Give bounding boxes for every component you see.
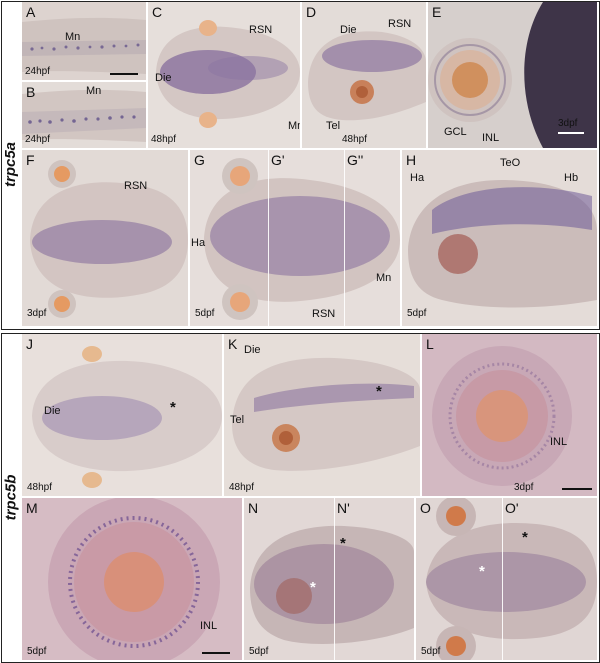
panel-l-stage: 3dpf: [514, 482, 534, 493]
panel-d-rsn-label: RSN: [388, 18, 412, 30]
panel-g-prime-letter: G': [271, 152, 285, 168]
panel-n-asterisk-white: *: [310, 579, 316, 596]
panel-b-stage: 24hpf: [25, 134, 51, 145]
panel-l-inl-label: INL: [550, 436, 568, 448]
panel-h-letter: H: [406, 152, 417, 168]
panel-m: M INL 5dpf: [22, 498, 242, 660]
panel-a: A Mn 24hpf: [22, 2, 146, 80]
panel-l-scale-bar: [562, 488, 592, 490]
panel-d-letter: D: [306, 4, 317, 20]
panel-d: D Die RSN Tel 48hpf: [302, 2, 426, 148]
panel-e-inl-label: INL: [482, 132, 500, 144]
panel-e-gcl-label: GCL: [444, 126, 467, 138]
trpc5a-gene-label: trpc5a: [2, 141, 20, 188]
panel-o-prime-letter: O': [505, 500, 519, 516]
panel-g-ha-label: Ha: [191, 237, 206, 249]
panel-c-rsn-label: RSN: [249, 24, 273, 36]
panel-j: J Die * 48hpf: [22, 334, 222, 496]
panel-h-ha-label: Ha: [410, 172, 425, 184]
panel-g-divider-2: [344, 150, 345, 326]
panel-d-die-label: Die: [340, 24, 357, 36]
panel-n-prime-letter: N': [337, 500, 350, 516]
panel-b-mn-label: Mn: [86, 85, 102, 97]
panel-f-rsn-label: RSN: [124, 180, 148, 192]
panel-l: L INL 3dpf: [422, 334, 597, 496]
panel-e-stage: 3dpf: [558, 118, 578, 129]
panel-f-letter: F: [26, 152, 35, 168]
panel-h-stage: 5dpf: [407, 308, 427, 319]
panel-j-asterisk: *: [170, 399, 176, 416]
panel-e-letter: E: [432, 4, 442, 20]
panel-d-stage: 48hpf: [342, 134, 368, 145]
panel-g-divider-1: [268, 150, 269, 326]
panel-a-stage: 24hpf: [25, 66, 51, 77]
panel-g-mn-label: Mn: [376, 272, 392, 284]
panel-e: E GCL INL 3dpf: [428, 2, 597, 148]
panel-o-stage: 5dpf: [421, 646, 441, 657]
panel-a-scale-bar: [110, 73, 138, 75]
panel-c-letter: C: [152, 4, 163, 20]
panel-k-die-label: Die: [244, 344, 261, 356]
panel-o: O O' * * 5dpf: [416, 498, 597, 660]
panel-m-letter: M: [26, 500, 38, 516]
panel-k-tel-label: Tel: [230, 414, 245, 426]
panel-h-hb-label: Hb: [564, 172, 579, 184]
panel-o-asterisk-white: *: [479, 563, 485, 580]
panel-k-asterisk: *: [376, 383, 382, 400]
trpc5a-row-label: trpc5a: [2, 1, 20, 328]
panel-n-divider: [334, 498, 335, 660]
panel-g: G G' G'' Ha RSN Mn 5dpf: [190, 150, 400, 326]
panel-g-letter: G: [194, 152, 205, 168]
panel-k-stage: 48hpf: [229, 482, 255, 493]
panel-n-prime-asterisk: *: [340, 535, 346, 552]
panel-l-letter: L: [426, 336, 434, 352]
panel-j-letter: J: [26, 336, 33, 352]
panel-h-teo-label: TeO: [500, 157, 521, 169]
panel-n-letter: N: [248, 500, 259, 516]
panel-b: B Mn 24hpf: [22, 82, 146, 148]
panel-a-mn-label: Mn: [65, 31, 81, 43]
panel-c: C RSN Die Mn 48hpf: [148, 2, 300, 148]
panel-j-stage: 48hpf: [27, 482, 53, 493]
panel-k-letter: K: [228, 336, 238, 352]
panel-h: H Ha TeO Hb 5dpf: [402, 150, 597, 326]
panel-f: F RSN 3dpf: [22, 150, 188, 326]
panel-m-inl-label: INL: [200, 620, 218, 632]
panel-c-stage: 48hpf: [151, 134, 177, 145]
panel-j-die-label: Die: [44, 405, 61, 417]
panel-g-double-prime-letter: G'': [347, 152, 364, 168]
panel-n-stage: 5dpf: [249, 646, 269, 657]
panel-n: N N' * * 5dpf: [244, 498, 414, 660]
panel-g-rsn-label: RSN: [312, 308, 336, 320]
panel-g-stage: 5dpf: [195, 308, 215, 319]
panel-k: K Die Tel * 48hpf: [224, 334, 420, 496]
panel-o-prime-asterisk: *: [522, 529, 528, 546]
panel-a-letter: A: [26, 4, 36, 20]
panel-f-stage: 3dpf: [27, 308, 47, 319]
panel-b-letter: B: [26, 84, 36, 100]
trpc5b-gene-label: trpc5b: [2, 474, 20, 520]
panel-c-mn-label: Mn: [288, 120, 300, 132]
panel-o-letter: O: [420, 500, 431, 516]
panel-m-scale-bar: [202, 652, 230, 654]
panel-o-divider: [502, 498, 503, 660]
panel-d-tel-label: Tel: [326, 120, 341, 132]
panel-m-stage: 5dpf: [27, 646, 47, 657]
panel-c-die-label: Die: [155, 72, 172, 84]
panel-e-scale-bar: [558, 132, 584, 134]
trpc5b-row-label: trpc5b: [2, 333, 20, 661]
